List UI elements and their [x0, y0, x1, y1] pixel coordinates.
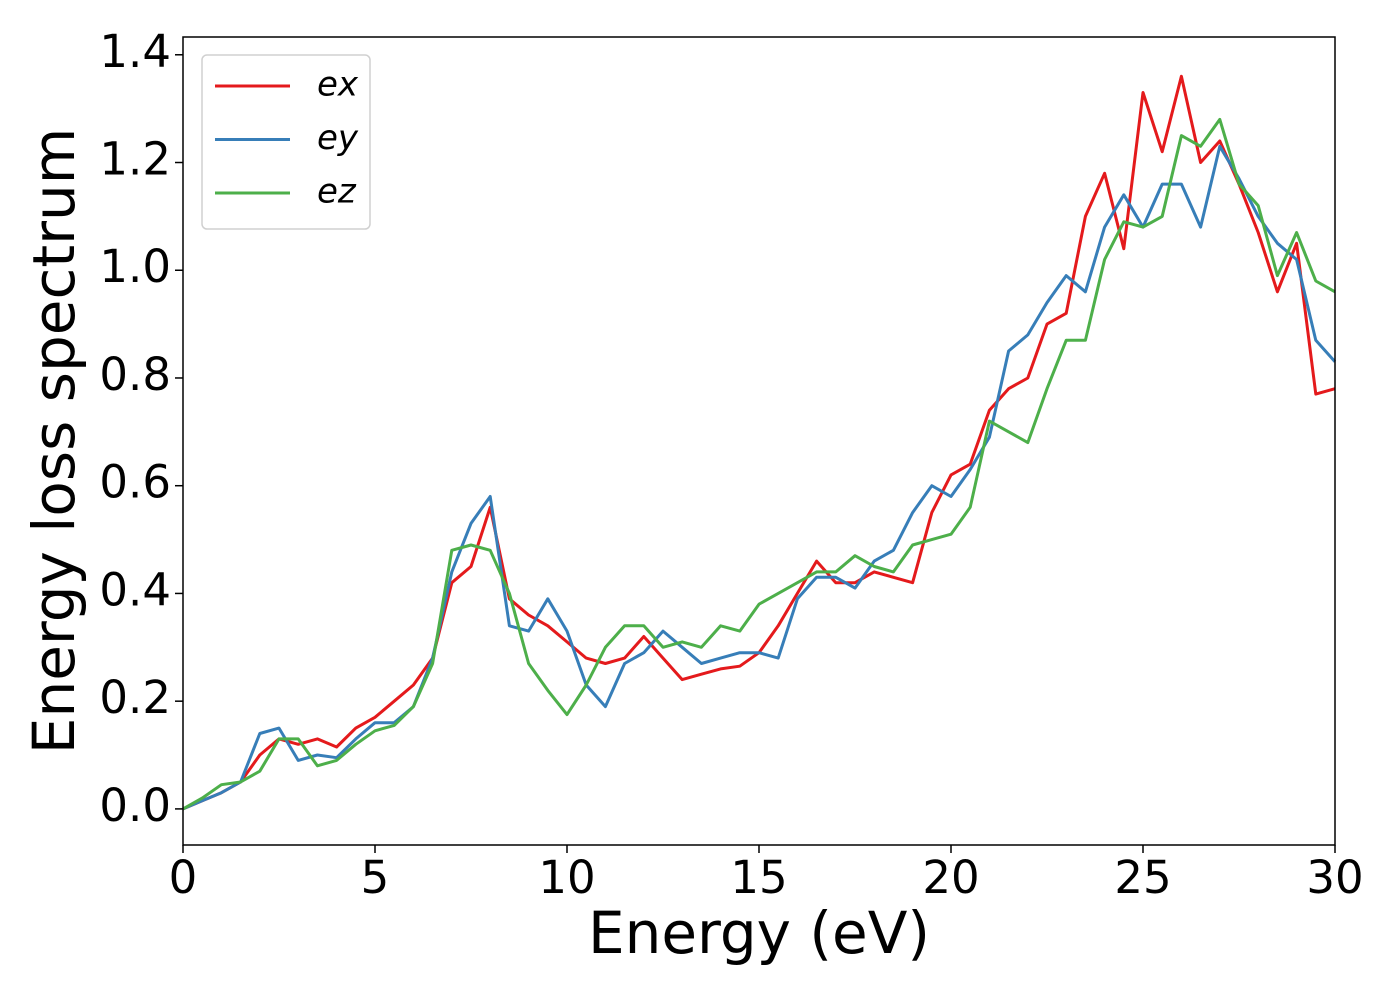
y-tick-label: 1.0: [99, 240, 171, 293]
x-tick-label: 10: [538, 851, 595, 904]
y-tick-label: 1.4: [99, 25, 171, 78]
line-series: [182, 117, 1336, 811]
legend-label: ex: [317, 65, 359, 105]
plot-frame: [182, 36, 1336, 846]
y-tick-label: 0.8: [99, 348, 171, 401]
x-axis-label: Energy (eV): [588, 899, 930, 967]
x-tick-label: 30: [1306, 851, 1363, 904]
x-tick-label: 15: [730, 851, 787, 904]
legend-label: ey: [317, 118, 359, 158]
y-tick-label: 1.2: [99, 133, 171, 186]
y-tick-label: 0.4: [99, 563, 171, 616]
legend-label: ez: [317, 172, 357, 212]
x-tick-label: 0: [169, 851, 198, 904]
x-tick-label: 20: [922, 851, 979, 904]
x-tick-label: 25: [1114, 851, 1171, 904]
y-axis-label: Energy loss spectrum: [20, 128, 88, 754]
y-tick-label: 0.0: [99, 779, 171, 832]
x-tick-label: 5: [361, 851, 390, 904]
legend-box: [201, 54, 371, 230]
y-tick-label: 0.2: [99, 671, 171, 724]
y-tick-label: 0.6: [99, 456, 171, 509]
